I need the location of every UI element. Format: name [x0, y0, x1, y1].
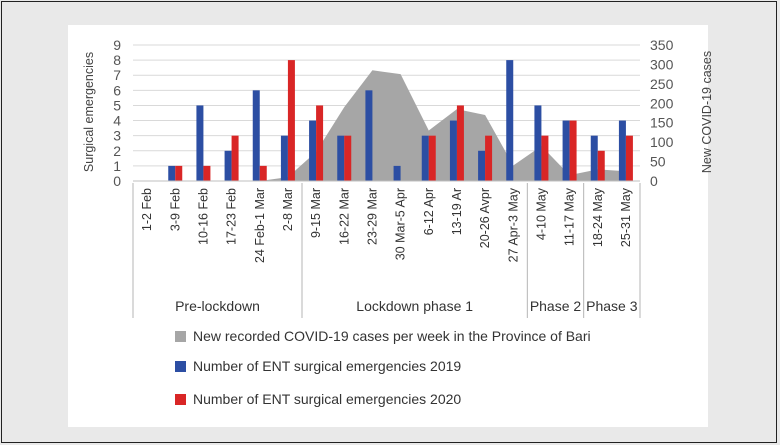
bar-2019 [168, 165, 176, 181]
x-tick-label: 11-17 May [563, 187, 577, 246]
y-right-tick-label: 100 [650, 134, 674, 150]
x-tick-label: 3-9 Feb [168, 188, 182, 231]
x-tick-label: 20-26 Avpr [478, 188, 492, 248]
y-axis-title: Surgical emergencies [82, 52, 96, 172]
bar-2019 [506, 60, 514, 181]
bar-2020 [456, 105, 464, 181]
y-tick-label: 1 [113, 158, 121, 174]
y-right-tick-label: 50 [650, 154, 666, 170]
bar-2020 [231, 135, 239, 181]
x-tick-label: 4-10 May [534, 187, 548, 240]
x-tick-label: 2-8 Mar [281, 188, 295, 231]
y-tick-label: 2 [113, 143, 121, 159]
x-tick-label: 10-16 Feb [196, 188, 210, 245]
x-tick-label: 16-22 Mar [337, 188, 351, 245]
x-tick-label: 6-12 Apr [422, 188, 436, 235]
bar-2019 [224, 150, 232, 181]
bar-2020 [597, 150, 605, 181]
bar-2019 [562, 120, 570, 181]
bar-2019 [196, 105, 204, 181]
y-tick-label: 8 [113, 52, 121, 68]
y-tick-label: 7 [113, 67, 121, 83]
bar-2020 [428, 135, 436, 181]
legend-swatch [175, 361, 186, 372]
bar-2020 [344, 135, 352, 181]
y-tick-label: 5 [113, 97, 121, 113]
bar-2019 [534, 105, 542, 181]
bar-2020 [541, 135, 549, 181]
bar-2020 [259, 165, 267, 181]
y-right-tick-label: 250 [650, 76, 674, 92]
group-label: Lockdown phase 1 [356, 298, 473, 314]
bar-2019 [618, 120, 626, 181]
x-tick-label: 17-23 Feb [225, 188, 239, 245]
x-tick-label: 30 Mar-5 Apr [394, 188, 408, 260]
x-tick-label: 1-2 Feb [140, 188, 154, 231]
y-right-tick-label: 150 [650, 115, 674, 131]
legend-ent-2019: Number of ENT surgical emergencies 2019 [175, 358, 461, 374]
bar-2019 [309, 120, 317, 181]
bar-2019 [280, 135, 288, 181]
x-tick-label: 23-29 Mar [365, 188, 379, 245]
bar-2019 [478, 150, 486, 181]
group-label: Phase 3 [586, 298, 638, 314]
bar-2019 [421, 135, 429, 181]
legend-swatch [175, 394, 186, 405]
legend-label: New recorded COVID-19 cases per week in … [193, 328, 591, 344]
y-right-tick-label: 300 [650, 56, 674, 72]
covid-cases-area [147, 70, 626, 181]
y-right-tick-label: 200 [650, 95, 674, 111]
bar-2020 [625, 135, 633, 181]
group-label: Pre-lockdown [175, 298, 260, 314]
bar-2020 [175, 165, 183, 181]
bar-2020 [569, 120, 577, 181]
legend-label: Number of ENT surgical emergencies 2020 [193, 391, 461, 407]
legend-swatch [175, 331, 186, 342]
x-tick-label: 9-15 Mar [309, 188, 323, 238]
bar-2019 [252, 90, 260, 181]
y-tick-label: 6 [113, 82, 121, 98]
y-tick-label: 9 [113, 37, 121, 53]
bar-2019 [365, 90, 373, 181]
x-tick-label: 25-31 May [619, 187, 633, 247]
legend-label: Number of ENT surgical emergencies 2019 [193, 358, 461, 374]
bar-2020 [287, 60, 295, 181]
legend-covid-cases: New recorded COVID-19 cases per week in … [175, 328, 591, 344]
y-tick-label: 3 [113, 128, 121, 144]
x-tick-label: 13-19 Ar [450, 188, 464, 235]
y-right-axis-title: New COVID-19 cases [700, 51, 714, 173]
bar-2019 [393, 165, 401, 181]
x-tick-label: 27 Apr-3 May [506, 187, 520, 262]
bar-2020 [485, 135, 493, 181]
legend-ent-2020: Number of ENT surgical emergencies 2020 [175, 391, 461, 407]
bar-2019 [590, 135, 598, 181]
bar-2020 [316, 105, 324, 181]
bar-2020 [203, 165, 211, 181]
y-tick-label: 4 [113, 113, 121, 129]
x-tick-label: 24 Feb-1 Mar [253, 188, 267, 263]
y-tick-label: 0 [113, 173, 121, 189]
group-label: Phase 2 [530, 298, 582, 314]
y-right-tick-label: 0 [650, 173, 658, 189]
bar-2019 [337, 135, 345, 181]
y-right-tick-label: 350 [650, 37, 674, 53]
x-tick-label: 18-24 May [591, 187, 605, 247]
bar-2019 [449, 120, 457, 181]
